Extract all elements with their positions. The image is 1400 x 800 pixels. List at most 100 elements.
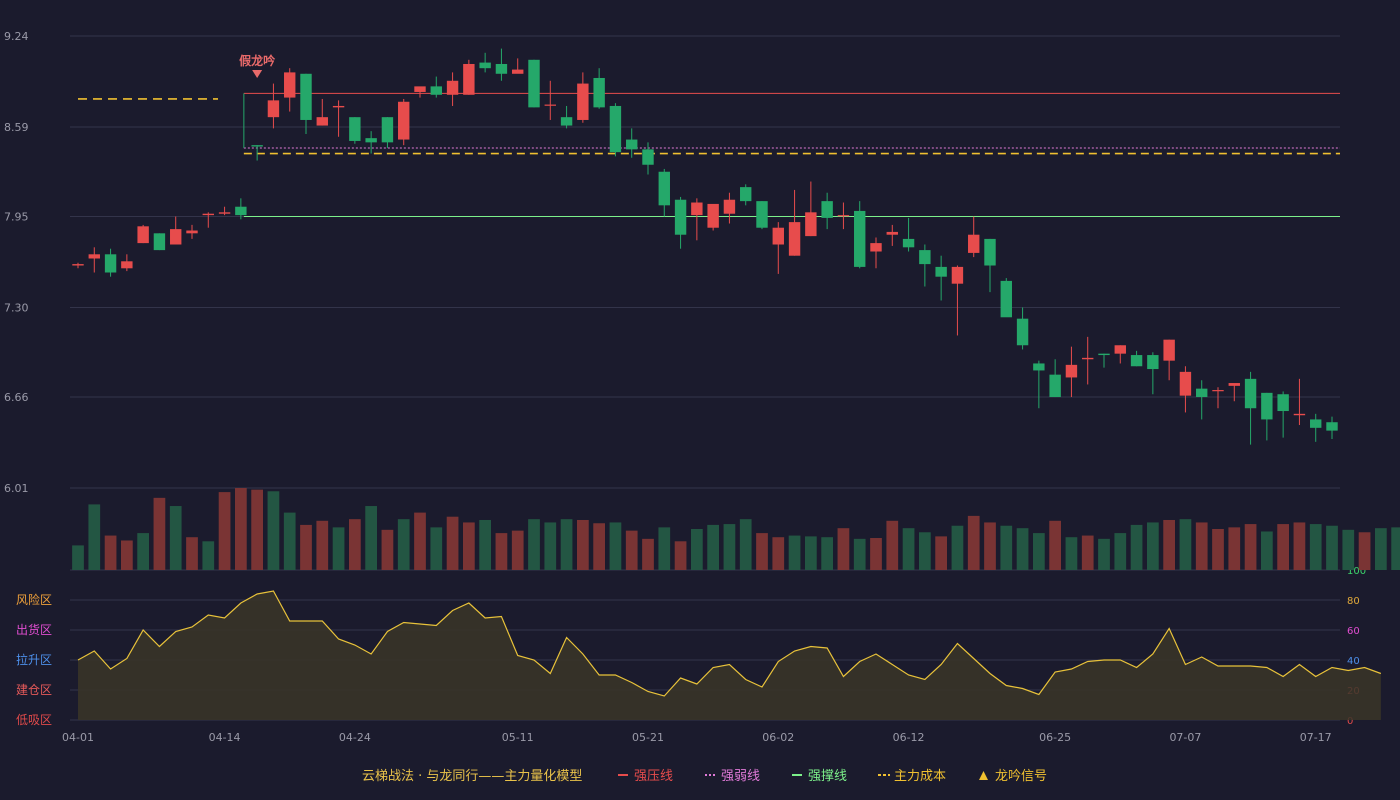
candle-body <box>968 234 980 253</box>
volume-bar <box>886 520 899 570</box>
candle-body <box>854 210 866 267</box>
volume-bar <box>853 538 866 570</box>
candle-body <box>984 238 996 266</box>
volume-bar <box>560 519 573 570</box>
legend-item-label: 强弱线 <box>721 769 760 784</box>
volume-bar <box>1374 528 1387 570</box>
volume-bar <box>690 529 703 570</box>
volume-bar <box>300 524 312 570</box>
volume-bar <box>756 533 768 570</box>
volume-bar <box>1260 531 1273 570</box>
indicator-line <box>77 590 1382 697</box>
volume-bar <box>1016 528 1029 570</box>
candle-body <box>186 230 198 234</box>
volume-bar <box>1212 529 1224 570</box>
volume-bar <box>1130 524 1143 570</box>
indicator-area <box>78 591 1381 720</box>
legend-item-label: 强撑线 <box>808 769 847 784</box>
volume-bar <box>707 524 720 570</box>
candle-body <box>365 138 377 143</box>
volume-bar <box>348 519 361 570</box>
volume-bar <box>137 533 150 570</box>
candle-body <box>72 264 84 266</box>
volume-bar <box>1000 525 1013 570</box>
volume-bar <box>1179 519 1192 570</box>
volume-bar <box>479 519 492 570</box>
candle-body <box>381 117 394 143</box>
volume-bar <box>658 527 671 570</box>
volume-bar <box>951 525 964 570</box>
zone-label: 出货区 <box>16 622 52 637</box>
candle-body <box>1082 357 1094 360</box>
price-tick-label: 6.01 <box>4 482 29 495</box>
candle-body <box>1293 413 1306 416</box>
candle-body <box>935 266 947 277</box>
candle-body <box>137 226 149 244</box>
candle-body <box>1114 345 1126 354</box>
candle-body <box>349 117 361 141</box>
candle-body <box>479 62 491 69</box>
volume-bar <box>283 512 296 570</box>
candle-body <box>495 63 508 74</box>
volume-bar <box>772 537 785 570</box>
candle-body <box>756 201 768 228</box>
volume-bar <box>544 522 557 570</box>
date-tick-label: 04-24 <box>339 731 371 744</box>
volume-bar <box>804 536 817 570</box>
candle-body <box>1196 388 1208 398</box>
volume-bar <box>88 504 101 570</box>
candle-body <box>104 254 117 273</box>
volume-bar <box>153 497 166 570</box>
candle-body <box>870 243 882 252</box>
candle-body <box>121 261 133 269</box>
volume-bar <box>1065 537 1078 570</box>
candle-body <box>218 212 231 214</box>
candle-body <box>1310 419 1322 428</box>
volume-bar <box>1098 538 1110 570</box>
volume-bar <box>332 527 345 570</box>
indicator-tick-label: 80 <box>1347 596 1360 607</box>
candle-body <box>170 229 182 245</box>
volume-bar <box>609 522 622 570</box>
candle-body <box>837 215 850 217</box>
candle-body <box>88 254 100 259</box>
candle-body <box>805 212 817 237</box>
volume-bar <box>528 519 540 570</box>
candle-body <box>528 59 540 108</box>
volume-bar <box>1309 524 1322 570</box>
candle-body <box>1000 280 1012 318</box>
volume-bar <box>446 516 459 570</box>
price-tick-label: 7.30 <box>4 301 29 314</box>
indicator-tick-label: 60 <box>1347 626 1360 637</box>
candle-body <box>951 266 964 284</box>
candle-body <box>414 86 426 92</box>
date-tick-label: 07-07 <box>1169 731 1201 744</box>
candle-body <box>772 227 784 245</box>
candle-body <box>1179 371 1192 396</box>
volume-bar <box>1114 533 1127 570</box>
candle-body <box>1147 355 1159 370</box>
candle-body <box>398 101 410 140</box>
volume-bar <box>967 515 980 570</box>
candle-body <box>707 203 719 228</box>
zone-label: 拉升区 <box>16 652 52 667</box>
volume-bar <box>1391 527 1400 570</box>
volume-bar <box>1244 524 1257 570</box>
candle-body <box>609 105 622 153</box>
candle-body <box>902 238 915 248</box>
candle-body <box>919 250 931 265</box>
candle-body <box>1049 374 1061 398</box>
candle-body <box>1033 363 1045 371</box>
candle-body <box>1130 355 1143 367</box>
date-tick-label: 05-21 <box>632 731 664 744</box>
date-tick-label: 04-01 <box>62 731 94 744</box>
volume-bar <box>1326 525 1338 570</box>
volume-bar <box>1293 522 1306 570</box>
volume-bar <box>186 537 198 570</box>
candle-body <box>1212 390 1224 392</box>
volume-bar <box>1146 522 1159 570</box>
date-tick-label: 06-02 <box>762 731 794 744</box>
volume-bar <box>723 524 736 570</box>
triangle-icon <box>979 771 988 780</box>
volume-bar <box>316 520 329 570</box>
